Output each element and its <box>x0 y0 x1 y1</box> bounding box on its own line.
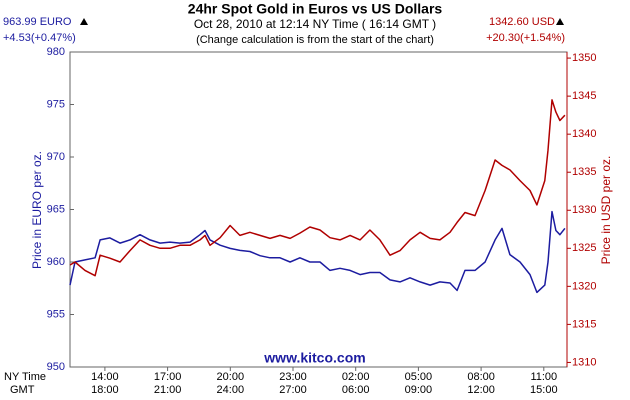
x-tick-label: 20:00 <box>217 371 245 383</box>
x-tick-label: 05:00 <box>405 371 433 383</box>
y2-tick-label: 1340 <box>572 128 596 140</box>
right-price: 1342.60 USD <box>489 16 555 28</box>
right-change: +20.30(+1.54%) <box>486 32 565 44</box>
y-tick-label: 955 <box>47 308 65 320</box>
x2-tick-label: 09:00 <box>405 384 433 396</box>
x2-tick-label: 24:00 <box>217 384 245 396</box>
series-line <box>69 99 566 277</box>
y-tick-label: 965 <box>47 203 65 215</box>
x-row-label: NY Time <box>4 371 46 383</box>
x-tick-label: 02:00 <box>342 371 370 383</box>
chart-note: (Change calculation is from the start of… <box>196 34 434 46</box>
y2-tick-label: 1320 <box>572 280 596 292</box>
x2-tick-label: 18:00 <box>91 384 119 396</box>
x2-tick-label: 21:00 <box>154 384 182 396</box>
y-tick-label: 975 <box>47 98 65 110</box>
series-line <box>69 210 566 294</box>
x-tick-label: 17:00 <box>154 371 182 383</box>
y-tick-label: 970 <box>47 151 65 163</box>
y-tick-label: 960 <box>47 256 65 268</box>
x2-tick-label: 06:00 <box>342 384 370 396</box>
y2-axis-label: Price in USD per oz. <box>599 156 613 265</box>
y2-tick-label: 1350 <box>572 52 596 64</box>
x2-tick-label: 12:00 <box>467 384 495 396</box>
watermark: www.kitco.com <box>263 350 365 366</box>
y-tick-label: 950 <box>47 361 65 373</box>
x2-tick-label: 27:00 <box>279 384 307 396</box>
left-change: +4.53(+0.47%) <box>3 32 76 44</box>
x2-tick-label: 15:00 <box>530 384 558 396</box>
up-arrow <box>80 18 88 25</box>
chart-subtitle: Oct 28, 2010 at 12:14 NY Time ( 16:14 GM… <box>194 17 436 31</box>
chart-title: 24hr Spot Gold in Euros vs US Dollars <box>188 1 443 17</box>
y2-tick-label: 1330 <box>572 204 596 216</box>
y2-tick-label: 1325 <box>572 242 596 254</box>
x-tick-label: 08:00 <box>467 371 495 383</box>
y2-tick-label: 1315 <box>572 318 596 330</box>
x2-row-label: GMT <box>10 384 35 396</box>
plot-area <box>69 51 568 368</box>
y2-tick-label: 1335 <box>572 166 596 178</box>
up-arrow <box>556 18 564 25</box>
y-axis-label: Price in EURO per oz. <box>30 151 44 269</box>
left-price: 963.99 EURO <box>3 16 72 28</box>
x-tick-label: 23:00 <box>279 371 307 383</box>
y2-tick-label: 1345 <box>572 90 596 102</box>
y2-tick-label: 1310 <box>572 356 596 368</box>
y-tick-label: 980 <box>47 46 65 58</box>
x-tick-label: 14:00 <box>91 371 119 383</box>
x-tick-label: 11:00 <box>530 371 557 383</box>
